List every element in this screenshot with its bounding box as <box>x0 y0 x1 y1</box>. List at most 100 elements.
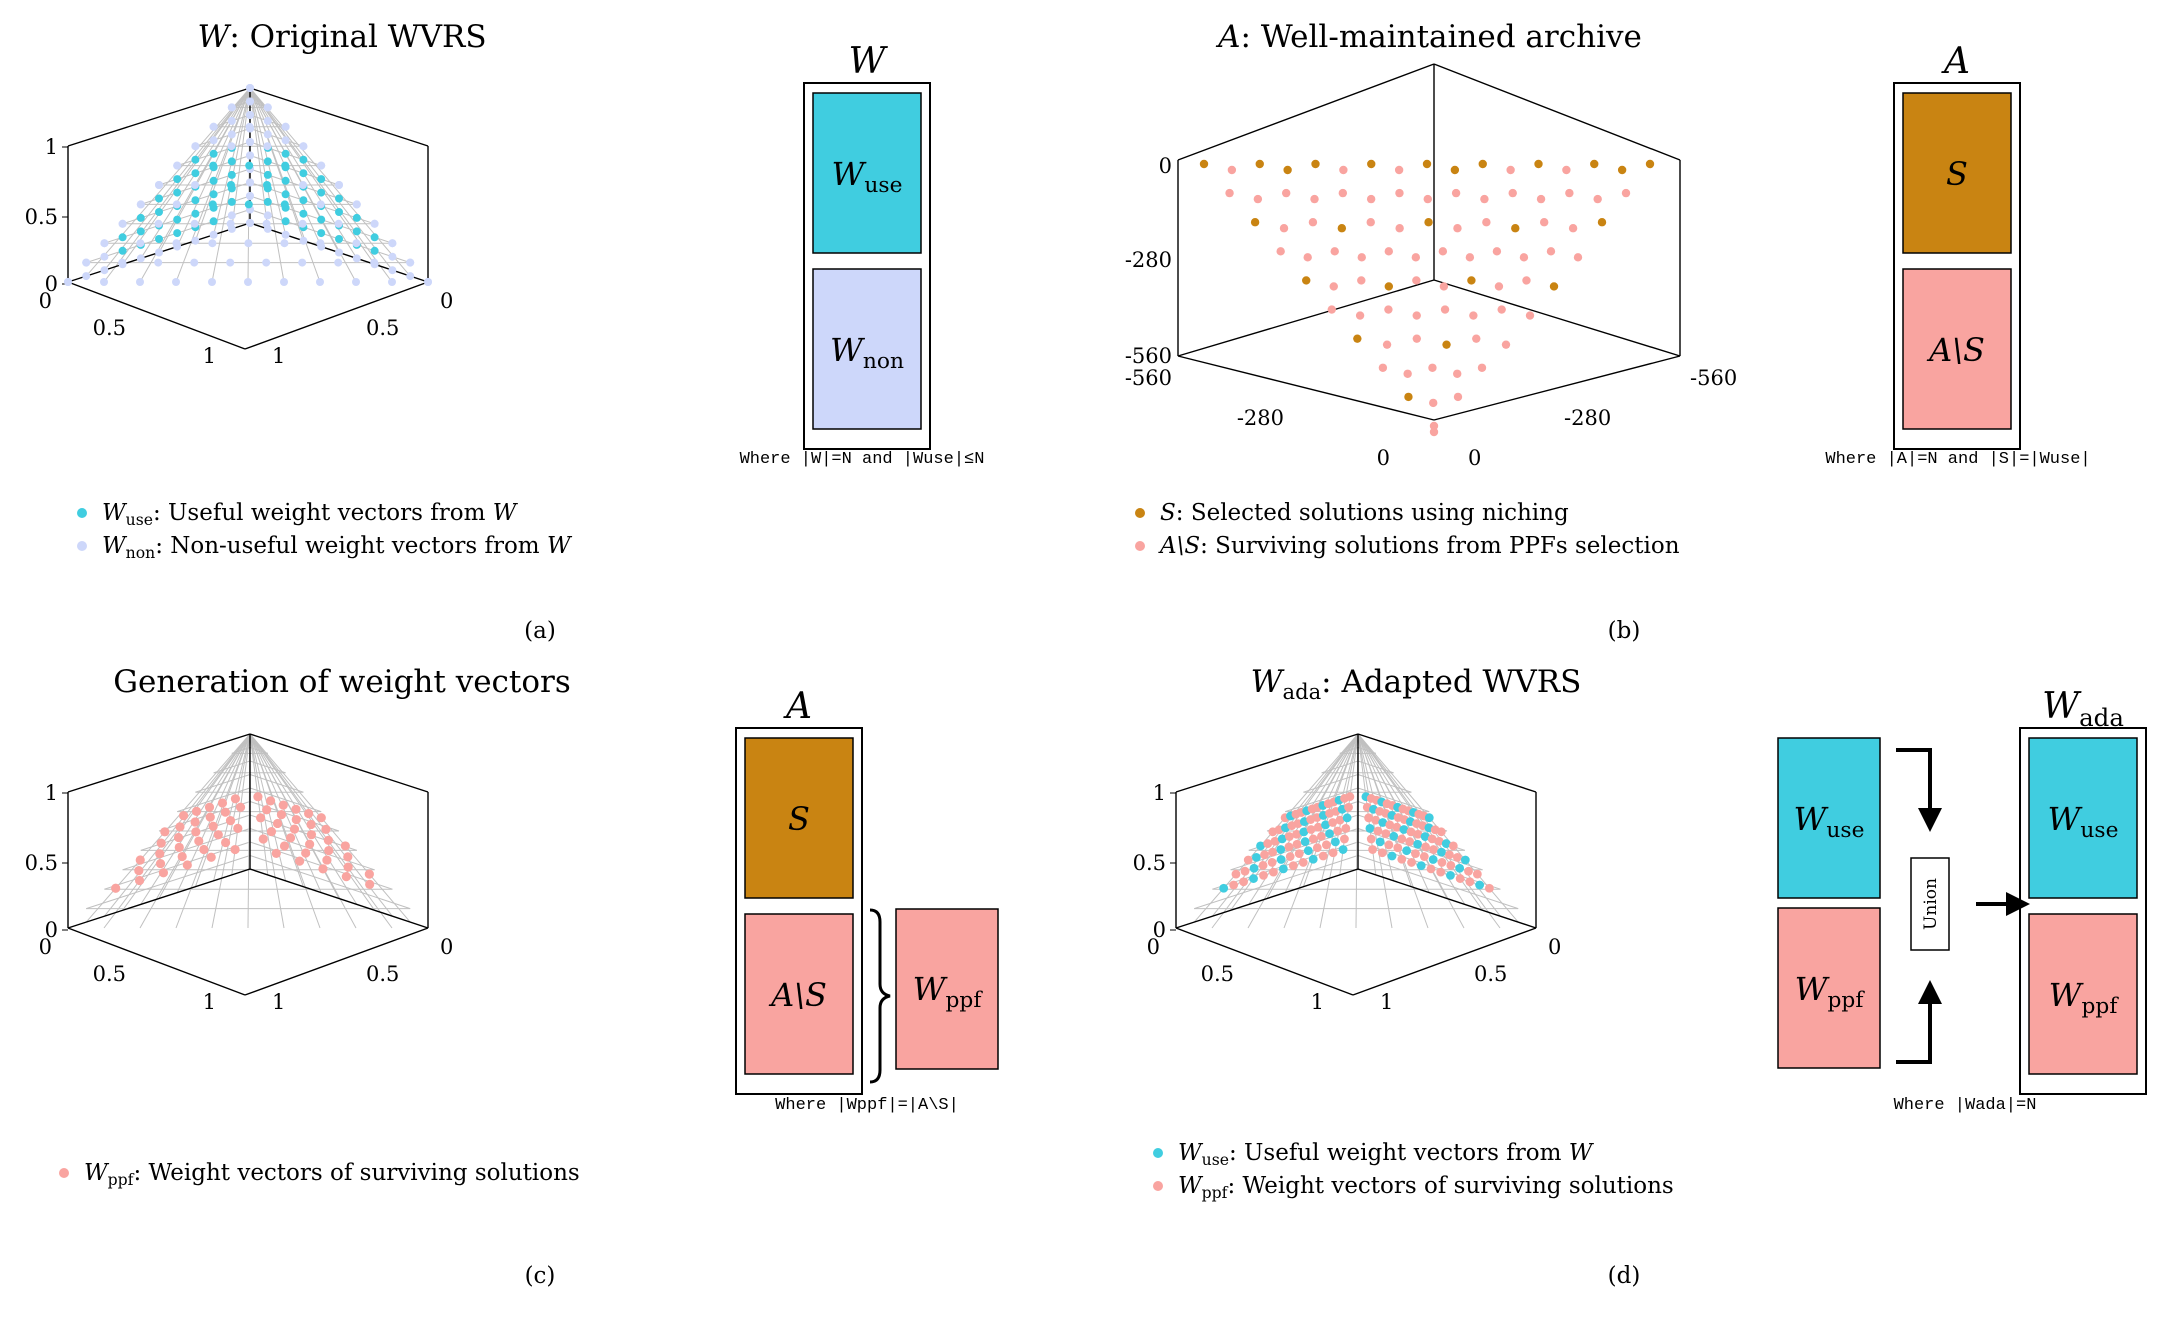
data-point <box>173 161 182 170</box>
data-point <box>1437 847 1446 857</box>
data-point <box>1421 842 1430 852</box>
left-axis-tick-label: 0.5 <box>1201 962 1234 986</box>
axis-line <box>1175 868 1359 929</box>
data-point <box>406 272 415 281</box>
data-point <box>1446 860 1456 870</box>
data-point <box>209 176 218 185</box>
data-point <box>227 170 236 179</box>
grid-line <box>249 87 321 283</box>
data-point <box>1276 855 1286 864</box>
box-cell <box>812 92 922 254</box>
left-axis-tick-label: 0 <box>39 935 52 959</box>
data-point <box>208 821 218 831</box>
data-point <box>1298 858 1308 867</box>
stack-box-a: W Wuse Wnon Where |W|=N and |Wuse|≤N <box>740 41 985 469</box>
data-point <box>136 278 144 286</box>
z-tick-label: 0.5 <box>25 851 58 875</box>
data-point <box>1338 188 1348 198</box>
data-point <box>334 219 343 228</box>
data-point <box>1281 188 1291 198</box>
data-point <box>1424 218 1433 227</box>
pyramid-grid <box>85 733 411 929</box>
data-point <box>1590 159 1599 169</box>
data-point <box>1455 874 1465 883</box>
axis-line <box>1433 279 1681 357</box>
data-point <box>136 227 145 236</box>
data-point <box>1240 866 1250 876</box>
data-point <box>1472 869 1482 879</box>
data-point <box>280 278 288 286</box>
data-point <box>233 823 243 834</box>
left-axis-tick-label: 0 <box>1377 446 1390 470</box>
axis-line <box>67 87 251 147</box>
right-axis-tick-label: 0 <box>1468 446 1481 470</box>
data-point <box>1288 861 1298 871</box>
data-point <box>1259 870 1268 880</box>
z-tick-label: -280 <box>1125 248 1172 272</box>
data-point <box>316 200 325 209</box>
data-point <box>265 796 276 806</box>
data-point <box>1342 813 1352 823</box>
box-cell-label: S <box>788 800 810 838</box>
data-point <box>1402 846 1412 856</box>
data-point <box>280 200 289 209</box>
data-point <box>235 802 246 812</box>
data-point <box>1328 848 1338 858</box>
data-point <box>1294 849 1304 859</box>
data-point <box>1303 253 1312 262</box>
data-point <box>262 258 271 267</box>
data-point <box>1251 852 1261 862</box>
caption: (a) <box>524 618 556 644</box>
data-point <box>191 827 201 837</box>
data-point <box>1308 834 1318 844</box>
legend-d: Wuse: Useful weight vectors from W Wppf: … <box>1153 1140 1674 1202</box>
data-point <box>1373 826 1383 836</box>
data-point <box>204 802 215 812</box>
legend-c: Wppf: Weight vectors of surviving soluti… <box>59 1160 580 1189</box>
data-point <box>1519 253 1529 262</box>
data-point <box>118 219 127 228</box>
data-point <box>1428 363 1437 372</box>
legend-b: S: Selected solutions using niching A\S: … <box>1135 500 1680 559</box>
data-point <box>1308 218 1318 227</box>
data-point <box>1225 188 1234 198</box>
data-point <box>227 211 236 220</box>
z-tick-label: 0 <box>1153 918 1166 942</box>
data-point <box>1392 822 1402 832</box>
data-point <box>324 845 334 856</box>
data-point <box>1453 369 1462 378</box>
data-point <box>1420 832 1430 841</box>
data-point <box>1405 837 1415 846</box>
data-point <box>1338 845 1348 854</box>
data-point <box>1395 188 1404 198</box>
data-point <box>299 181 307 189</box>
data-point <box>226 258 235 267</box>
legend-entry: Wnon: Non-useful weight vectors from W <box>102 533 573 562</box>
data-point <box>1395 224 1404 233</box>
data-point <box>1250 218 1260 227</box>
data-point <box>246 192 254 200</box>
data-point <box>1403 369 1412 378</box>
data-point <box>1565 188 1574 198</box>
axis-line <box>1357 733 1537 793</box>
data-point <box>173 215 182 224</box>
data-point <box>281 230 290 239</box>
data-point <box>191 169 200 178</box>
data-point <box>158 868 169 878</box>
data-point <box>318 864 328 874</box>
data-point <box>1385 820 1395 830</box>
data-point <box>291 804 301 814</box>
data-point <box>1465 877 1475 887</box>
grid-line <box>175 733 251 929</box>
grid-line <box>175 87 251 283</box>
data-point <box>246 219 254 227</box>
data-point <box>1525 311 1535 320</box>
data-point <box>295 856 305 866</box>
data-point <box>1411 849 1420 859</box>
data-point <box>82 258 91 267</box>
data-point <box>323 835 333 845</box>
curly-brace <box>869 908 891 1084</box>
box-cell <box>1902 268 2012 430</box>
axis-line <box>249 733 429 793</box>
